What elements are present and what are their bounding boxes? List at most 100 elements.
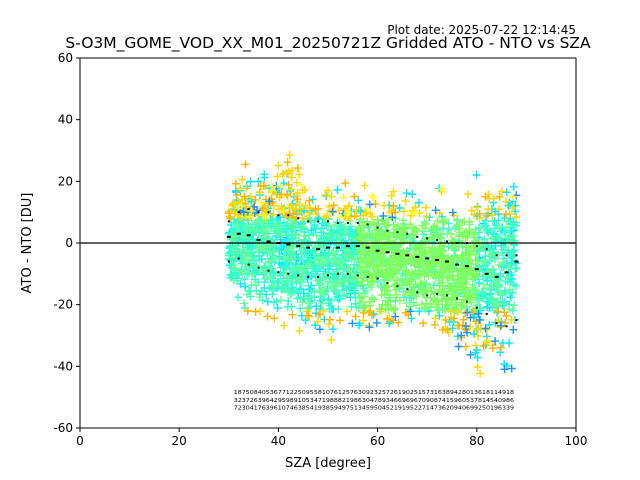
upper-sigma-marker	[396, 231, 399, 234]
lower-sigma-marker	[356, 274, 359, 277]
upper-sigma-marker	[426, 237, 429, 240]
mean-marker	[464, 265, 469, 268]
lower-sigma-marker	[386, 282, 389, 285]
mean-marker	[246, 234, 251, 237]
mean-marker	[435, 258, 440, 261]
lower-sigma-marker	[465, 300, 468, 303]
upper-sigma-marker	[406, 232, 409, 235]
lower-sigma-marker	[455, 297, 458, 300]
y-axis-label: ATO - NTO [DU]	[20, 193, 35, 294]
upper-sigma-marker	[416, 235, 419, 238]
upper-sigma-marker	[446, 240, 449, 243]
lower-sigma-marker	[376, 277, 379, 280]
upper-sigma-marker	[227, 220, 230, 223]
lower-sigma-marker	[475, 306, 478, 309]
mean-marker	[415, 255, 420, 258]
lower-sigma-marker	[247, 263, 250, 266]
upper-sigma-marker	[297, 217, 300, 220]
mean-marker	[405, 254, 410, 257]
scatter-marker-group	[236, 181, 521, 374]
plot-date: Plot date: 2025-07-22 12:14:45	[387, 23, 576, 37]
mean-marker	[474, 268, 479, 271]
upper-sigma-marker	[495, 254, 498, 257]
chart-title: S-O3M_GOME_VOD_XX_M01_20250721Z Gridded …	[65, 34, 591, 52]
upper-sigma-marker	[336, 221, 339, 224]
lower-sigma-marker	[257, 266, 260, 269]
mean-marker	[375, 249, 380, 252]
y-tick-label: -60	[53, 421, 73, 435]
lower-sigma-marker	[485, 312, 488, 315]
x-tick-label: 100	[565, 434, 588, 448]
y-tick-label: 60	[58, 51, 73, 65]
bin-count-row: 3237263964295989105347198882198630478934…	[234, 398, 515, 404]
upper-sigma-marker	[475, 245, 478, 248]
y-tick-label: -20	[53, 298, 73, 312]
upper-sigma-marker	[436, 238, 439, 241]
mean-marker	[355, 245, 360, 248]
mean-marker	[226, 235, 231, 238]
y-tick-label: 20	[58, 174, 73, 188]
lower-sigma-marker	[327, 274, 329, 277]
mean-marker	[494, 275, 499, 278]
x-axis-label: SZA [degree]	[285, 456, 371, 471]
x-tick-label: 20	[172, 434, 187, 448]
lower-sigma-marker	[317, 275, 320, 278]
mean-marker	[256, 238, 261, 241]
mean-marker	[316, 248, 321, 251]
mean-marker	[425, 257, 430, 260]
upper-sigma-marker	[366, 223, 369, 226]
upper-sigma-marker	[237, 211, 240, 214]
upper-sigma-marker	[386, 229, 389, 232]
upper-sigma-marker	[247, 208, 250, 211]
mean-marker	[454, 263, 459, 266]
upper-sigma-marker	[277, 214, 280, 217]
lower-sigma-marker	[277, 271, 280, 274]
mean-marker	[504, 271, 509, 274]
mean-marker	[514, 260, 519, 263]
scatter-marker-group	[354, 215, 481, 315]
lower-sigma-marker	[366, 275, 369, 278]
x-tick-label: 0	[76, 434, 84, 448]
mean-marker	[306, 246, 311, 249]
upper-sigma-marker	[307, 220, 310, 223]
lower-sigma-marker	[297, 274, 300, 277]
upper-sigma-marker	[505, 254, 508, 257]
mean-marker	[365, 246, 370, 249]
upper-sigma-marker	[346, 221, 349, 224]
lower-sigma-marker	[436, 292, 439, 295]
upper-sigma-marker	[267, 211, 270, 214]
mean-marker	[266, 240, 271, 243]
upper-sigma-marker	[287, 214, 290, 217]
mean-marker	[484, 272, 489, 275]
y-tick-label: 0	[65, 236, 73, 250]
upper-sigma-marker	[327, 220, 329, 223]
upper-sigma-marker	[485, 248, 488, 251]
mean-marker	[395, 252, 400, 255]
lower-sigma-marker	[515, 319, 518, 322]
mean-marker	[296, 245, 301, 248]
lower-sigma-marker	[267, 269, 270, 272]
y-tick-label: -40	[53, 359, 73, 373]
lower-sigma-marker	[495, 322, 498, 325]
lower-sigma-marker	[237, 257, 240, 260]
upper-sigma-marker	[317, 220, 320, 223]
lower-sigma-marker	[396, 285, 399, 288]
y-tick-label: 40	[58, 113, 73, 127]
lower-sigma-marker	[287, 272, 290, 275]
lower-sigma-marker	[406, 288, 409, 291]
lower-sigma-marker	[307, 275, 310, 278]
x-tick-label: 60	[370, 434, 385, 448]
lower-sigma-marker	[336, 272, 339, 275]
mean-marker	[326, 246, 330, 249]
upper-sigma-marker	[257, 211, 260, 214]
mean-marker	[286, 243, 291, 246]
upper-sigma-marker	[515, 254, 518, 257]
lower-sigma-marker	[426, 294, 429, 297]
x-tick-label: 80	[469, 434, 484, 448]
mean-marker	[236, 232, 241, 235]
lower-sigma-marker	[346, 272, 349, 275]
bin-count-row: 1875084053677122509558107612576309232572…	[234, 390, 515, 396]
lower-sigma-marker	[227, 260, 230, 263]
